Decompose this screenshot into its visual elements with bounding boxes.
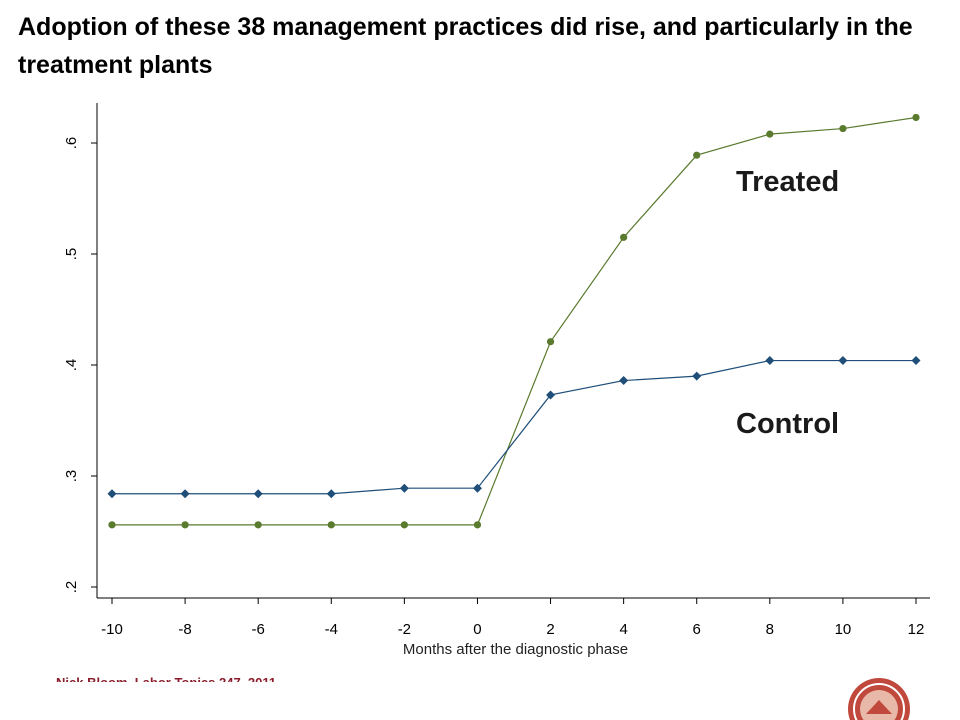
university-seal-logo — [846, 676, 912, 720]
data-point — [692, 371, 702, 381]
x-tick-label: 2 — [546, 621, 554, 638]
data-point — [107, 489, 117, 499]
series-line — [112, 116, 917, 526]
data-point — [765, 356, 775, 366]
data-point — [254, 521, 262, 529]
data-point — [326, 489, 336, 499]
y-tick-label: .6 — [63, 137, 80, 150]
footer-credit: Nick Bloom, Labor Topics 247, 2011 — [56, 670, 276, 682]
x-tick-label: -8 — [178, 621, 191, 638]
slide-title: Adoption of these 38 management practice… — [18, 13, 913, 79]
control-label: Control — [736, 408, 839, 440]
x-tick-label: -6 — [252, 621, 265, 638]
x-tick-label: 12 — [908, 621, 925, 638]
y-tick-label: .5 — [63, 248, 80, 261]
x-axis-title: Months after the diagnostic phase — [403, 641, 628, 658]
x-tick-label: 6 — [693, 621, 701, 638]
x-tick-label: -10 — [101, 621, 123, 638]
chart-series — [107, 113, 921, 529]
data-point — [472, 483, 482, 493]
series-treated — [108, 113, 920, 529]
x-tick-label: 10 — [835, 621, 852, 638]
x-tick-label: 0 — [473, 621, 481, 638]
x-tick-label: -4 — [325, 621, 338, 638]
data-point — [693, 151, 701, 159]
data-point — [912, 113, 920, 122]
data-point — [399, 483, 409, 493]
y-tick-label: .3 — [63, 470, 80, 483]
data-point — [473, 521, 482, 529]
chart-labels: Treated Control — [736, 166, 839, 440]
data-point — [839, 124, 847, 133]
x-tick-label: 4 — [619, 621, 627, 638]
data-point — [766, 130, 774, 138]
y-tick-label: .4 — [63, 359, 80, 372]
data-point — [180, 489, 190, 499]
y-tick-label: .2 — [63, 581, 80, 594]
data-point — [838, 356, 848, 366]
x-tick-label: 8 — [766, 621, 774, 638]
data-point — [400, 521, 408, 529]
data-point — [181, 521, 189, 529]
data-point — [546, 338, 555, 346]
chart-axes: -10 -8 -6 -4 -2 0 2 4 6 8 10 12 .2 .3 .4 .5 .6 Months aft… — [63, 103, 930, 658]
data-point — [327, 521, 335, 529]
x-tick-label: -2 — [398, 621, 411, 638]
treated-label: Treated — [736, 166, 839, 198]
data-point — [253, 489, 263, 499]
data-point — [620, 233, 628, 241]
data-point — [546, 390, 556, 400]
data-point — [108, 521, 116, 529]
data-point — [911, 356, 921, 366]
series-line — [112, 359, 916, 495]
data-point — [619, 376, 629, 386]
series-control — [107, 356, 921, 499]
